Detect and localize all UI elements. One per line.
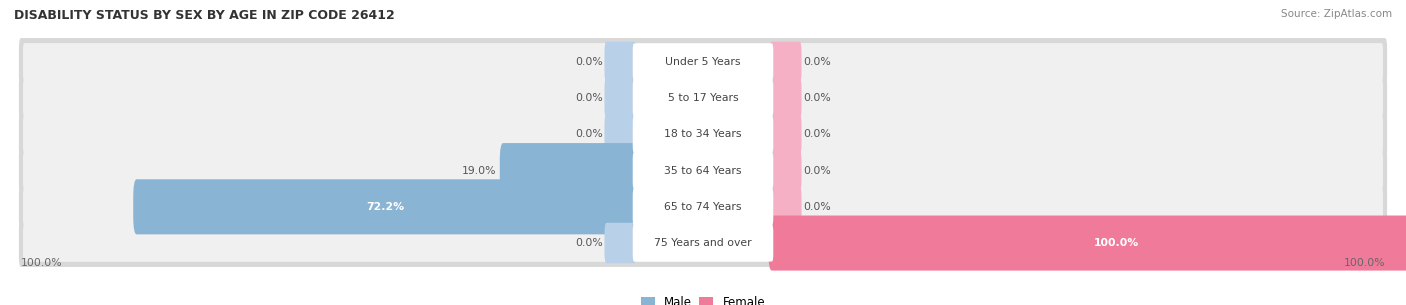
- FancyBboxPatch shape: [18, 147, 1388, 195]
- FancyBboxPatch shape: [22, 188, 1384, 226]
- Text: 100.0%: 100.0%: [1343, 258, 1385, 268]
- Text: 0.0%: 0.0%: [575, 57, 603, 67]
- Text: 0.0%: 0.0%: [575, 93, 603, 103]
- FancyBboxPatch shape: [18, 110, 1388, 158]
- Legend: Male, Female: Male, Female: [636, 291, 770, 305]
- FancyBboxPatch shape: [633, 152, 773, 189]
- FancyBboxPatch shape: [22, 79, 1384, 117]
- FancyBboxPatch shape: [18, 74, 1388, 122]
- FancyBboxPatch shape: [633, 80, 773, 117]
- FancyBboxPatch shape: [605, 42, 636, 82]
- FancyBboxPatch shape: [22, 152, 1384, 189]
- FancyBboxPatch shape: [770, 78, 801, 118]
- FancyBboxPatch shape: [18, 183, 1388, 231]
- FancyBboxPatch shape: [770, 114, 801, 155]
- FancyBboxPatch shape: [22, 43, 1384, 81]
- FancyBboxPatch shape: [605, 223, 636, 263]
- FancyBboxPatch shape: [633, 188, 773, 225]
- Text: DISABILITY STATUS BY SEX BY AGE IN ZIP CODE 26412: DISABILITY STATUS BY SEX BY AGE IN ZIP C…: [14, 9, 395, 22]
- FancyBboxPatch shape: [18, 38, 1388, 86]
- FancyBboxPatch shape: [770, 42, 801, 82]
- Text: 18 to 34 Years: 18 to 34 Years: [664, 129, 742, 139]
- FancyBboxPatch shape: [633, 44, 773, 81]
- FancyBboxPatch shape: [633, 116, 773, 153]
- FancyBboxPatch shape: [769, 216, 1406, 271]
- Text: 75 Years and over: 75 Years and over: [654, 238, 752, 248]
- FancyBboxPatch shape: [605, 78, 636, 118]
- Text: 35 to 64 Years: 35 to 64 Years: [664, 166, 742, 176]
- FancyBboxPatch shape: [22, 224, 1384, 262]
- FancyBboxPatch shape: [499, 143, 637, 198]
- FancyBboxPatch shape: [633, 224, 773, 261]
- Text: 0.0%: 0.0%: [803, 57, 831, 67]
- Text: 0.0%: 0.0%: [803, 202, 831, 212]
- Text: 5 to 17 Years: 5 to 17 Years: [668, 93, 738, 103]
- FancyBboxPatch shape: [22, 116, 1384, 153]
- FancyBboxPatch shape: [605, 114, 636, 155]
- Text: 0.0%: 0.0%: [803, 93, 831, 103]
- FancyBboxPatch shape: [134, 179, 637, 234]
- FancyBboxPatch shape: [770, 150, 801, 191]
- Text: 100.0%: 100.0%: [21, 258, 63, 268]
- Text: 0.0%: 0.0%: [575, 129, 603, 139]
- Text: Source: ZipAtlas.com: Source: ZipAtlas.com: [1281, 9, 1392, 19]
- Text: 100.0%: 100.0%: [1094, 238, 1139, 248]
- Text: 0.0%: 0.0%: [803, 129, 831, 139]
- Text: 65 to 74 Years: 65 to 74 Years: [664, 202, 742, 212]
- Text: Under 5 Years: Under 5 Years: [665, 57, 741, 67]
- Text: 72.2%: 72.2%: [367, 202, 405, 212]
- Text: 19.0%: 19.0%: [461, 166, 496, 176]
- Text: 0.0%: 0.0%: [803, 166, 831, 176]
- FancyBboxPatch shape: [770, 187, 801, 227]
- FancyBboxPatch shape: [18, 219, 1388, 267]
- Text: 0.0%: 0.0%: [575, 238, 603, 248]
